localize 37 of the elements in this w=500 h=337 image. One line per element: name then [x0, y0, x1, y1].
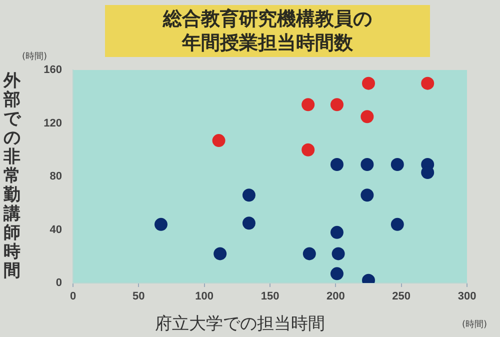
point: [332, 247, 345, 260]
point: [212, 134, 226, 148]
y-tick-label: 0: [56, 277, 62, 290]
point: [330, 158, 344, 172]
point: [330, 98, 344, 112]
point: [330, 226, 344, 239]
point: [242, 216, 256, 230]
x-axis-title: 府立大学での担当時間: [155, 313, 325, 335]
chart-title: 総合教育研究機構教員の年間授業担当時間数: [162, 7, 373, 55]
x-tick-label: 0: [70, 290, 76, 303]
point: [390, 158, 404, 172]
point: [360, 188, 374, 202]
x-tick-label: 300: [458, 290, 476, 303]
point: [390, 218, 404, 231]
text: (時間): [462, 318, 488, 331]
point: [362, 76, 375, 90]
text: (時間): [22, 50, 48, 63]
point: [154, 218, 168, 231]
point: [360, 110, 374, 124]
x-tick-label: 250: [392, 290, 411, 303]
y-tick-label: 160: [44, 64, 62, 76]
text: 外部での非常勤講師時間: [4, 71, 20, 281]
y-tick-label: 120: [44, 117, 62, 130]
x-tick-label: 200: [326, 290, 345, 303]
point: [330, 267, 344, 280]
y-tick-label: 80: [50, 170, 62, 183]
point: [302, 247, 316, 260]
point: [302, 143, 315, 156]
point: [242, 188, 256, 202]
y-tick-label: 40: [50, 224, 62, 236]
x-tick-label: 50: [132, 290, 145, 303]
point: [360, 158, 374, 172]
x-tick-label: 150: [260, 290, 280, 303]
point: [421, 76, 434, 90]
point: [214, 247, 227, 260]
x-tick-label: 100: [195, 290, 214, 303]
point: [302, 98, 315, 112]
